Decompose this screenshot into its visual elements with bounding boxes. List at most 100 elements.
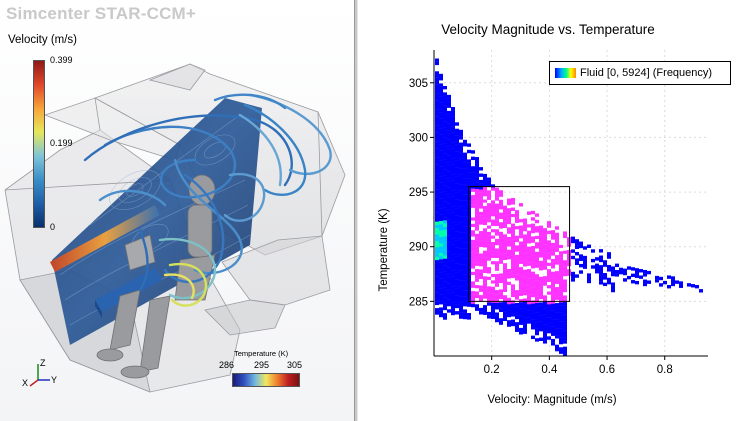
heatmap-cell-selected <box>515 232 519 236</box>
heatmap-cell-selected <box>535 296 539 301</box>
heatmap-cell-selected <box>539 247 543 252</box>
heatmap-cell <box>499 308 503 313</box>
heatmap-cell <box>695 284 699 289</box>
heatmap-cell-selected <box>503 218 507 222</box>
heatmap-cell-selected <box>487 279 491 284</box>
heatmap-cell-selected <box>519 279 523 284</box>
velocity-color-bar <box>33 60 45 228</box>
heatmap-cell-selected <box>547 230 551 235</box>
heatmap-cell <box>667 285 671 289</box>
heatmap-cell-selected <box>535 239 539 243</box>
heatmap-cell <box>447 261 451 265</box>
heatmap-cell <box>599 255 603 259</box>
heatmap-cell <box>435 311 439 315</box>
heatmap-cell <box>443 293 447 298</box>
heatmap-cell <box>459 296 463 300</box>
heatmap-cell <box>483 311 487 315</box>
heatmap-cell <box>447 155 451 160</box>
heatmap-cell-selected <box>471 278 475 282</box>
heatmap-cell <box>459 248 463 252</box>
heatmap-cell-selected <box>483 186 487 191</box>
heatmap-cell-selected <box>507 268 511 273</box>
heatmap-cell-selected <box>487 251 491 255</box>
heatmap-cell-selected <box>487 193 491 197</box>
heatmap-cell-selected <box>507 259 511 263</box>
heatmap-cell <box>435 148 439 152</box>
heatmap-cell <box>447 213 451 217</box>
heatmap-cell-selected <box>471 255 475 260</box>
heatmap-cell <box>459 184 463 188</box>
heatmap-cell-selected <box>539 263 543 268</box>
heatmap-cell-selected <box>499 289 503 293</box>
heatmap-cell-selected <box>503 276 507 280</box>
heatmap-cell <box>563 330 567 335</box>
heatmap-cell-selected <box>475 278 479 283</box>
heatmap-cell <box>643 282 647 287</box>
heatmap-cell <box>519 327 523 332</box>
heatmap-cell-selected <box>471 214 475 218</box>
heatmap-cell <box>619 267 623 272</box>
selection-rectangle[interactable] <box>468 186 571 302</box>
heatmap-cell <box>447 101 451 105</box>
heatmap-cell <box>443 265 447 269</box>
heatmap-cell <box>455 160 459 165</box>
heatmap-cell <box>439 192 443 196</box>
scene-viewport[interactable] <box>0 0 354 421</box>
heatmap-cell <box>439 195 443 199</box>
chart-legend[interactable]: Fluid [0, 5924] (Frequency) <box>549 61 731 85</box>
heatmap-cell <box>443 261 447 266</box>
heatmap-cell <box>447 293 451 297</box>
heatmap-cell <box>443 133 447 138</box>
heatmap-cell <box>607 277 611 282</box>
heatmap-cell-selected <box>535 258 539 262</box>
chart-pane[interactable]: Velocity Magnitude vs. Temperature 0.2 0.… <box>358 0 738 421</box>
heatmap-cell <box>447 194 451 198</box>
heatmap-cell <box>455 138 459 142</box>
heatmap-cell-selected <box>495 229 499 233</box>
heatmap-cell-selected <box>539 225 543 229</box>
heatmap-cell-selected <box>563 285 567 290</box>
heatmap-cell <box>439 208 443 212</box>
heatmap-cell <box>439 163 443 167</box>
heatmap-cell <box>623 268 627 273</box>
heatmap-cell-selected <box>479 231 483 235</box>
heatmap-cell-selected <box>511 220 515 224</box>
heatmap-cell-selected <box>511 300 515 304</box>
heatmap-cell <box>435 237 439 242</box>
heatmap-cell <box>435 58 439 62</box>
heatmap-cell-selected <box>479 240 483 245</box>
heatmap-cell <box>559 302 563 306</box>
heatmap-cell-selected <box>519 251 523 255</box>
heatmap-cell <box>455 186 459 190</box>
heatmap-cell <box>435 132 439 136</box>
heatmap-cell <box>579 270 583 274</box>
heatmap-cell <box>435 122 439 126</box>
heatmap-cell-selected <box>511 207 515 211</box>
heatmap-cell-selected <box>551 290 555 295</box>
heatmap-cell-selected <box>519 292 523 297</box>
heatmap-cell <box>435 250 439 254</box>
heatmap-cell <box>435 183 439 187</box>
heatmap-cell <box>435 119 439 123</box>
heatmap-cell-selected <box>507 233 511 238</box>
heatmap-cell-selected <box>515 290 519 294</box>
legend-label: Fluid [0, 5924] (Frequency) <box>580 67 713 79</box>
heatmap-cell <box>559 331 563 335</box>
heatmap-cell <box>547 310 551 315</box>
heatmap-cell-selected <box>507 243 511 247</box>
heatmap-cell-selected <box>487 196 491 201</box>
heatmap-cell <box>443 223 447 227</box>
scene-pane[interactable]: Simcenter STAR-CCM+ Velocity (m/s) 0.399… <box>0 0 354 421</box>
heatmap-cell-selected <box>547 249 551 254</box>
heatmap-cell-selected <box>511 293 515 298</box>
heatmap-cell <box>463 194 467 198</box>
heatmap-cell <box>451 292 455 296</box>
heatmap-cell <box>447 290 451 294</box>
pane-splitter[interactable] <box>354 0 358 421</box>
heatmap-cell <box>451 305 455 309</box>
heatmap-cell <box>439 182 443 187</box>
heatmap-cell <box>463 242 467 246</box>
heatmap-cell <box>439 265 443 270</box>
heatmap-cell <box>447 235 451 240</box>
